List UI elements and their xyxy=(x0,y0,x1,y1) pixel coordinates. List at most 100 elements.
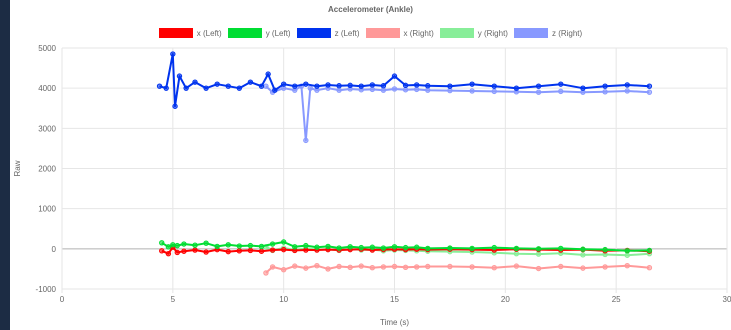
data-point xyxy=(558,88,564,95)
legend-item[interactable]: z (Left) xyxy=(296,28,360,38)
data-point xyxy=(413,264,420,270)
data-point xyxy=(469,88,475,94)
y-tick-label: -1000 xyxy=(36,285,57,294)
data-point xyxy=(292,263,298,269)
data-point xyxy=(280,267,287,273)
y-tick-label: 5000 xyxy=(38,44,56,53)
data-point xyxy=(580,252,586,258)
data-point xyxy=(263,83,269,89)
y-tick-label: 2000 xyxy=(38,165,56,174)
data-point xyxy=(192,247,198,253)
legend-label: z (Right) xyxy=(551,28,583,38)
data-point xyxy=(347,264,353,271)
legend-item[interactable]: x (Right) xyxy=(365,28,434,38)
y-tick-label: 4000 xyxy=(38,84,56,93)
data-point xyxy=(558,245,564,252)
legend-label: y (Right) xyxy=(477,28,508,38)
legend-label: y (Left) xyxy=(265,28,291,38)
data-point xyxy=(369,86,376,93)
data-point xyxy=(347,244,353,250)
series-1 xyxy=(159,239,653,254)
data-point xyxy=(165,244,172,250)
data-point xyxy=(314,263,320,269)
series-5 xyxy=(263,83,653,144)
data-point xyxy=(192,79,198,85)
legend-swatch xyxy=(227,28,262,38)
data-point xyxy=(646,265,653,271)
data-point xyxy=(602,246,608,253)
data-point xyxy=(413,244,420,250)
legend-item[interactable]: y (Right) xyxy=(439,28,508,38)
chart-panel: Accelerometer (Ankle) x (Left) y (Left) z … xyxy=(10,0,731,330)
data-point xyxy=(425,83,431,89)
data-point xyxy=(513,263,520,269)
data-point xyxy=(602,264,608,270)
data-point xyxy=(369,244,376,250)
data-point xyxy=(156,83,163,89)
data-point xyxy=(181,248,187,254)
data-point xyxy=(336,263,342,270)
data-point xyxy=(325,82,331,88)
data-point xyxy=(447,263,453,270)
data-point xyxy=(258,83,265,89)
data-point xyxy=(491,265,497,271)
data-point xyxy=(402,87,409,93)
data-point xyxy=(269,241,276,247)
data-point xyxy=(170,51,176,57)
data-point xyxy=(402,264,409,271)
data-point xyxy=(580,265,586,271)
legend-item[interactable]: x (Left) xyxy=(158,28,222,38)
data-point xyxy=(336,83,342,89)
data-point xyxy=(292,244,298,250)
data-point xyxy=(624,248,630,254)
x-tick-label: 5 xyxy=(171,295,176,304)
data-point xyxy=(491,244,497,251)
data-point xyxy=(258,243,265,250)
data-point xyxy=(203,85,209,91)
data-point xyxy=(225,83,231,89)
data-point xyxy=(170,242,176,248)
data-point xyxy=(380,83,387,89)
legend-swatch xyxy=(365,28,400,38)
data-point xyxy=(391,263,398,270)
data-point xyxy=(159,240,165,246)
data-point xyxy=(265,71,271,77)
data-point xyxy=(174,242,180,249)
data-point xyxy=(624,88,630,94)
data-point xyxy=(380,245,387,251)
y-tick-label: 3000 xyxy=(38,124,56,133)
data-point xyxy=(380,264,387,270)
x-tick-label: 0 xyxy=(60,295,65,304)
data-point xyxy=(159,248,165,254)
data-point xyxy=(580,246,586,252)
legend-swatch xyxy=(513,28,548,38)
data-point xyxy=(447,245,453,251)
legend-label: z (Left) xyxy=(334,28,360,38)
data-point xyxy=(325,243,331,250)
legend-item[interactable]: z (Right) xyxy=(513,28,583,38)
data-point xyxy=(369,265,376,271)
data-point xyxy=(425,263,431,270)
data-point xyxy=(303,137,309,144)
data-point xyxy=(325,266,331,272)
data-point xyxy=(303,81,309,87)
data-point xyxy=(602,89,608,95)
data-point xyxy=(425,245,431,252)
data-point xyxy=(165,250,172,257)
data-point xyxy=(624,263,630,269)
data-point xyxy=(535,251,542,257)
data-point xyxy=(469,264,475,270)
legend-item[interactable]: y (Left) xyxy=(227,28,291,38)
data-point xyxy=(258,248,265,254)
x-tick-label: 25 xyxy=(612,295,621,304)
data-point xyxy=(491,83,497,89)
data-point xyxy=(280,81,287,87)
data-point xyxy=(236,85,243,91)
data-point xyxy=(303,265,309,271)
data-point xyxy=(203,240,209,246)
data-point xyxy=(558,81,564,87)
data-point xyxy=(624,252,630,258)
data-point xyxy=(535,83,542,89)
series-line xyxy=(159,53,650,108)
